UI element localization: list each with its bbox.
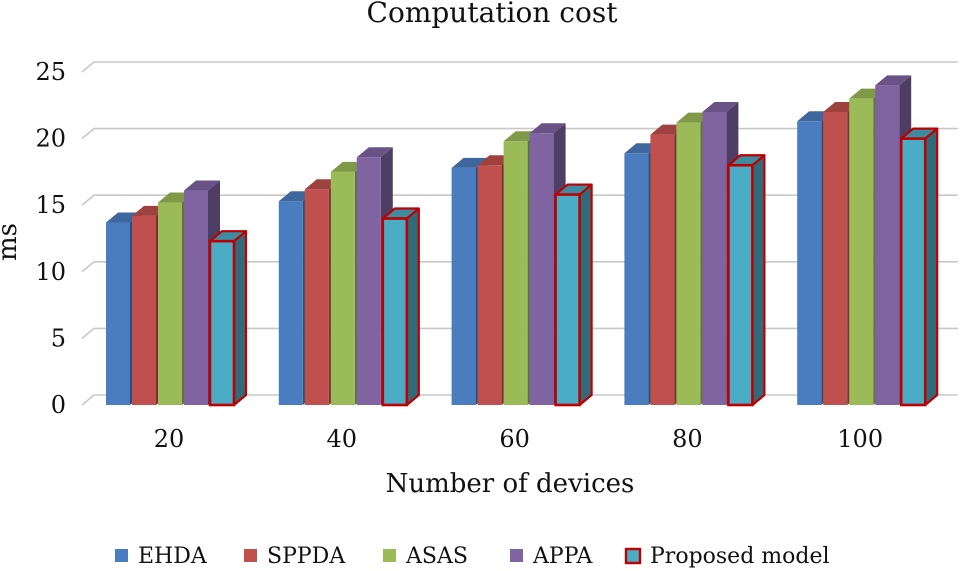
legend-label: APPA (532, 544, 593, 569)
y-tick-label: 25 (35, 58, 66, 86)
bar-proposed-model-80 (727, 154, 766, 407)
legend-item-asas: ASAS (383, 544, 468, 569)
legend-item-appa: APPA (510, 544, 593, 569)
legend-item-sppda: SPPDA (244, 544, 346, 569)
y-axis-label: ms (0, 223, 23, 261)
legend-swatch (244, 549, 257, 562)
gridline (81, 61, 958, 73)
x-tick-label: 100 (837, 425, 883, 453)
chart-title: Computation cost (367, 0, 619, 29)
bar-proposed-model-100 (899, 127, 939, 407)
x-axis-label: Number of devices (386, 469, 635, 499)
legend-swatch (383, 549, 396, 562)
legend: EHDA SPPDA ASAS APPA Proposed model (115, 544, 830, 569)
legend-swatch (624, 547, 642, 565)
x-tick-label: 20 (154, 425, 185, 453)
bar-proposed-model-60 (554, 183, 593, 407)
legend-label: Proposed model (650, 544, 830, 569)
x-axis-ticks: 20 40 60 80 100 (154, 425, 883, 453)
legend-item-ehda: EHDA (115, 544, 208, 569)
legend-label: SPPDA (267, 544, 346, 569)
legend-swatch (510, 549, 523, 562)
bar-proposed-model-20 (208, 230, 248, 407)
y-tick-label: 10 (35, 258, 66, 286)
legend-label: ASAS (405, 544, 468, 569)
legend-label: EHDA (138, 544, 208, 569)
x-tick-label: 60 (499, 425, 530, 453)
legend-swatch (115, 549, 128, 562)
bar-proposed-model-40 (381, 207, 420, 407)
y-tick-label: 20 (35, 125, 66, 153)
y-tick-label: 0 (51, 391, 66, 419)
y-tick-label: 15 (35, 191, 66, 219)
legend-item-proposed-model: Proposed model (624, 544, 830, 569)
y-axis-ticks: 0 5 10 15 20 25 (35, 58, 66, 419)
y-tick-label: 5 (51, 324, 66, 352)
x-tick-label: 80 (672, 425, 703, 453)
x-tick-label: 40 (327, 425, 358, 453)
bars (106, 75, 939, 407)
